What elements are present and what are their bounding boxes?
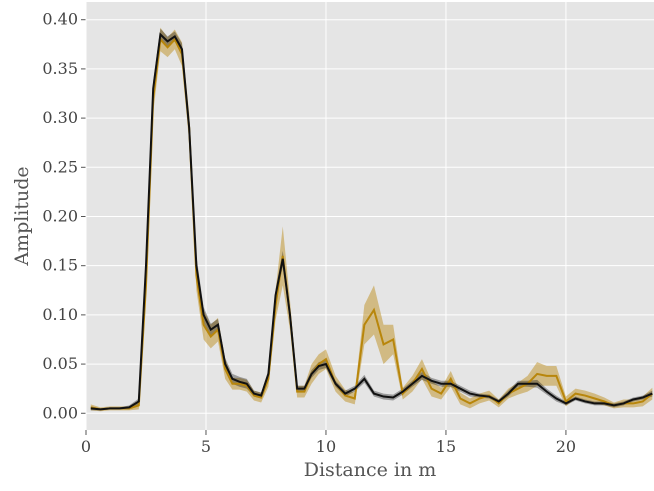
x-tick-label: 0: [81, 437, 91, 456]
y-tick-label: 0.20: [42, 206, 78, 225]
y-tick-label: 0.40: [42, 10, 78, 29]
x-tick-label: 10: [316, 437, 336, 456]
y-tick-label: 0.30: [42, 108, 78, 127]
y-axis-label: Amplitude: [11, 166, 33, 266]
y-tick-label: 0.10: [42, 305, 78, 324]
error-band: [90, 27, 653, 412]
y-tick-label: 0.25: [42, 157, 78, 176]
x-tick-label: 20: [556, 437, 576, 456]
y-tick-label: 0.35: [42, 59, 78, 78]
x-tick-label: 15: [436, 437, 456, 456]
y-tick-label: 0.15: [42, 256, 78, 275]
x-tick-label: 5: [201, 437, 211, 456]
y-tick-label: 0.05: [42, 354, 78, 373]
y-tick-label: 0.00: [42, 403, 78, 422]
line: [90, 32, 653, 411]
x-axis-label: Distance in m: [304, 459, 437, 481]
